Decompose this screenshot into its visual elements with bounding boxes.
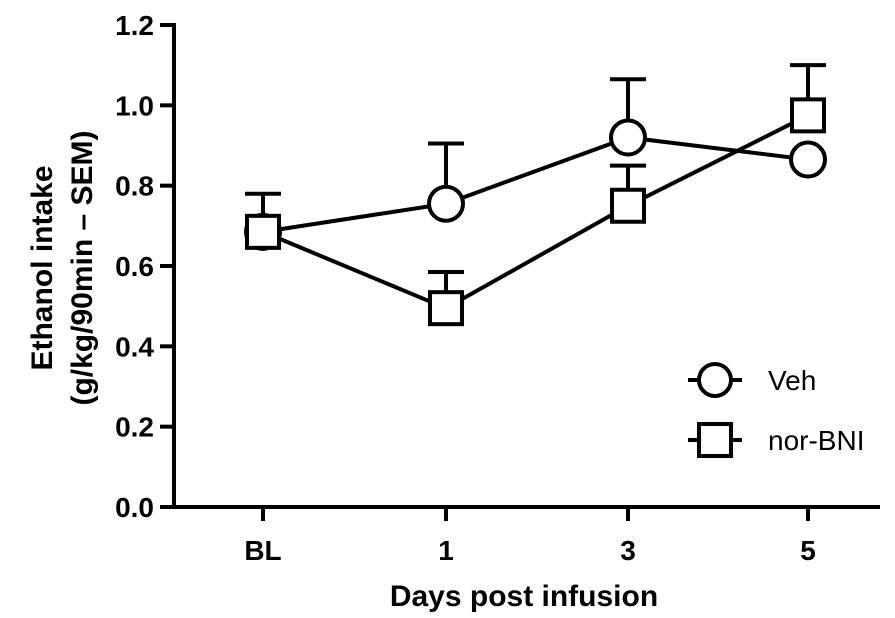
x-tick-label: 3	[620, 535, 636, 566]
x-tick-label: BL	[244, 535, 281, 566]
y-tick-label: 0.4	[115, 331, 154, 362]
y-axis-title-line-1: Ethanol intake	[26, 165, 59, 370]
legend-item-veh: Veh	[688, 362, 816, 398]
legend-marker-square	[697, 422, 733, 458]
y-axis-title-line-2: (g/kg/90min – SEM)	[66, 130, 99, 405]
legend-label: nor-BNI	[768, 425, 864, 456]
legend-label: Veh	[768, 365, 816, 396]
plot-area	[244, 63, 827, 327]
data-point-square	[245, 213, 281, 250]
x-tick-label: 1	[438, 535, 454, 566]
data-point-square	[428, 290, 464, 327]
data-point-square	[610, 187, 646, 224]
data-point-circle	[789, 140, 827, 179]
data-point-circle	[427, 184, 465, 223]
y-axis: 0.0 0.2 0.4 0.6 0.8 1.0 1.2	[115, 10, 176, 523]
x-tick-label: 5	[800, 535, 816, 566]
series-veh	[244, 77, 827, 251]
data-point-circle	[609, 118, 647, 157]
legend-item-nor-bni: nor-BNI	[688, 422, 864, 458]
y-tick-label: 0.0	[115, 492, 154, 523]
legend-marker-circle	[697, 362, 733, 398]
series-nor-bni	[245, 63, 826, 327]
x-axis: BL 1 3 5	[172, 505, 880, 566]
data-point-square	[790, 97, 826, 134]
y-tick-label: 1.2	[115, 10, 154, 41]
series-line	[262, 113, 809, 311]
legend: Veh nor-BNI	[688, 362, 864, 458]
y-tick-label: 0.6	[115, 251, 154, 282]
y-tick-label: 0.2	[115, 412, 154, 443]
x-axis-title: Days post infusion	[390, 580, 658, 613]
series-line	[262, 135, 809, 234]
y-tick-label: 1.0	[115, 90, 154, 121]
y-tick-label: 0.8	[115, 171, 154, 202]
